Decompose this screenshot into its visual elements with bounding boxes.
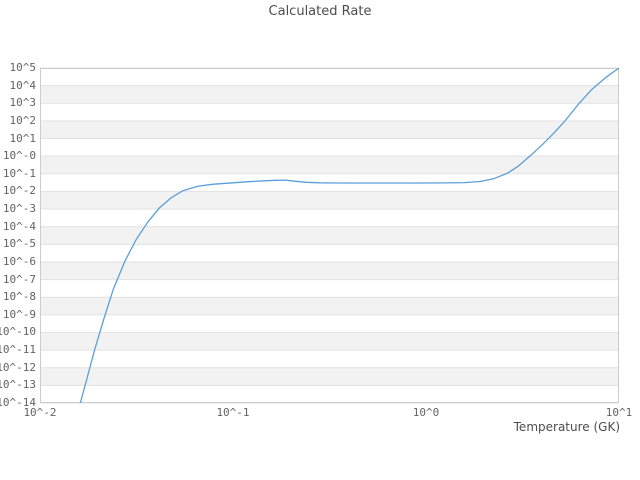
rate-curve-line [79,68,619,403]
x-tick-label: 10^1 [605,406,633,419]
y-tick-label: 10^5 [9,61,37,74]
decade-band [40,103,619,121]
decade-band [40,367,619,386]
y-tick-label: 10^-12 [0,360,36,374]
y-tick-label: 10^-8 [2,290,36,304]
y-tick-label: 10^-6 [2,254,36,268]
x-tick-label: 10^-2 [23,406,57,419]
decade-band [40,226,619,245]
decade-band [40,297,619,315]
y-tick-label: 10^-9 [2,307,36,321]
decade-band [40,120,619,139]
decade-band [40,314,619,333]
y-tick-label: 10^-13 [0,378,36,392]
y-tick-label: 10^-7 [2,272,36,286]
y-tick-label: 10^-2 [2,184,36,198]
x-tick-label: 10^-1 [216,406,250,419]
decade-band [40,191,619,210]
y-tick-label: 10^-5 [2,237,36,251]
y-tick-label: 10^-4 [2,219,36,233]
decade-band [40,261,619,280]
decade-band [40,244,619,262]
decade-band [40,156,619,174]
chart-title: Calculated Rate [268,4,372,19]
decade-band [40,350,619,368]
y-tick-label: 10^2 [9,113,37,127]
plot-frame [40,68,619,403]
decade-band [40,85,619,104]
decade-band [40,68,619,86]
y-tick-label: 10^4 [9,78,37,92]
x-tick-label: 10^0 [412,406,440,419]
y-tick-label: 10^3 [9,96,37,110]
y-tick-label: 10^-14 [0,396,36,409]
decade-band [40,332,619,351]
y-tick-label: 10^1 [9,131,37,145]
decade-band [40,209,619,227]
y-tick-label: 10^-10 [0,325,36,339]
decade-band [40,138,619,157]
decade-band [40,279,619,298]
y-tick-label: 10^-11 [0,343,36,357]
y-tick-label: 10^-1 [2,166,36,180]
x-axis-label: Temperature (GK) [513,420,620,434]
decade-band [40,385,619,403]
y-tick-label: 10^-0 [2,149,36,163]
y-tick-label: 10^-3 [2,202,36,216]
